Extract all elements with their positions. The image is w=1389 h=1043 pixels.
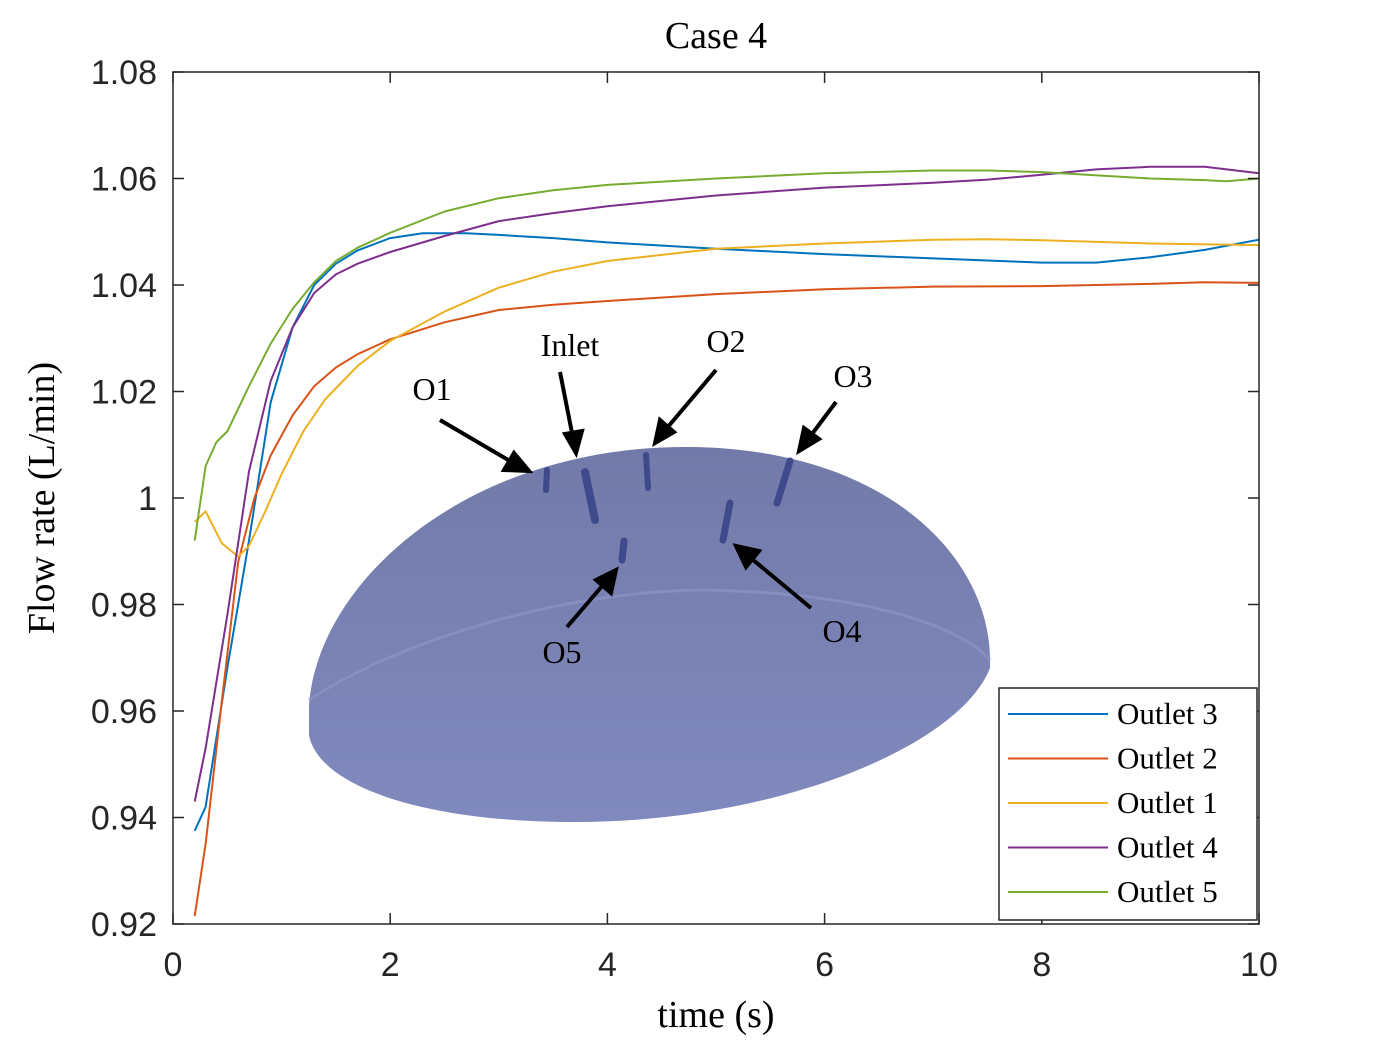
port-o4 <box>719 499 734 544</box>
y-tick-label: 1.04 <box>91 267 157 305</box>
legend: Outlet 3 Outlet 2 Outlet 1 Outlet 4 Outlet 5 <box>998 687 1258 921</box>
arrow-o4-head <box>732 543 763 571</box>
annotation-arrows <box>438 368 838 629</box>
legend-label: Outlet 3 <box>1117 696 1218 731</box>
arrow-o4 <box>750 557 813 610</box>
x-tick-label: 8 <box>1032 946 1051 984</box>
y-tick-label: 1.02 <box>91 374 157 412</box>
y-tick-label: 0.96 <box>91 693 157 731</box>
series-layer <box>193 165 1260 917</box>
arrow-o1-head <box>500 449 534 474</box>
y-tick-label: 0.92 <box>91 906 157 944</box>
arrow-o3-head <box>796 424 823 456</box>
port-o1 <box>543 467 550 493</box>
annotation-o3: O3 <box>833 358 872 394</box>
hemisphere-base-rim <box>308 588 992 702</box>
legend-label: Outlet 5 <box>1117 874 1218 909</box>
arrow-o5 <box>565 583 605 629</box>
port-o5 <box>618 537 628 564</box>
x-tick-label: 6 <box>815 946 834 984</box>
series-line-outlet-3 <box>193 232 1260 832</box>
x-tick-label: 2 <box>381 946 400 984</box>
annotation-inlet: Inlet <box>541 327 600 363</box>
arrow-inlet <box>558 371 574 434</box>
x-tick-label: 4 <box>598 946 617 984</box>
x-axis-label: time (s) <box>657 994 774 1036</box>
port-inlet <box>581 468 599 524</box>
y-tick-label: 1 <box>138 480 157 518</box>
ticks-layer: 0 2 4 6 8 10 0.92 0.94 0.96 0.98 1 1.02 1.04 1.06 1.08 <box>91 54 1278 984</box>
legend-label: Outlet 1 <box>1117 785 1218 820</box>
x-tick-label: 10 <box>1240 946 1278 984</box>
ports <box>543 452 794 564</box>
arrow-o1 <box>438 418 512 463</box>
x-tick-label: 0 <box>164 946 183 984</box>
annotation-o4: O4 <box>822 613 861 649</box>
arrow-o3 <box>810 400 838 436</box>
series-line-outlet-5 <box>193 169 1260 541</box>
legend-items: Outlet 3 Outlet 2 Outlet 1 Outlet 4 Outlet 5 <box>1008 696 1218 909</box>
legend-label: Outlet 2 <box>1117 741 1218 776</box>
arrow-o2 <box>665 368 718 430</box>
arrow-inlet-head <box>561 428 585 459</box>
annotation-o5: O5 <box>542 634 581 670</box>
arrow-o2-head <box>652 416 678 447</box>
annotation-o1: O1 <box>412 371 451 407</box>
annotation-o2: O2 <box>706 323 745 359</box>
port-o3 <box>773 457 794 507</box>
series-line-outlet-1 <box>193 238 1260 558</box>
y-tick-label: 0.98 <box>91 587 157 625</box>
chart-title: Case 4 <box>665 15 767 57</box>
y-axis-label: Flow rate (L/min) <box>21 362 63 634</box>
y-tick-label: 0.94 <box>91 800 157 838</box>
arrow-o5-head <box>592 566 619 597</box>
hemisphere-dome <box>309 446 990 822</box>
series-line-outlet-2 <box>193 281 1260 917</box>
legend-label: Outlet 4 <box>1117 830 1218 865</box>
y-tick-label: 1.08 <box>91 54 157 92</box>
hemisphere-inset: O1 Inlet O2 O3 O4 O5 <box>308 323 992 822</box>
y-tick-label: 1.06 <box>91 161 157 199</box>
port-o2 <box>643 452 651 491</box>
